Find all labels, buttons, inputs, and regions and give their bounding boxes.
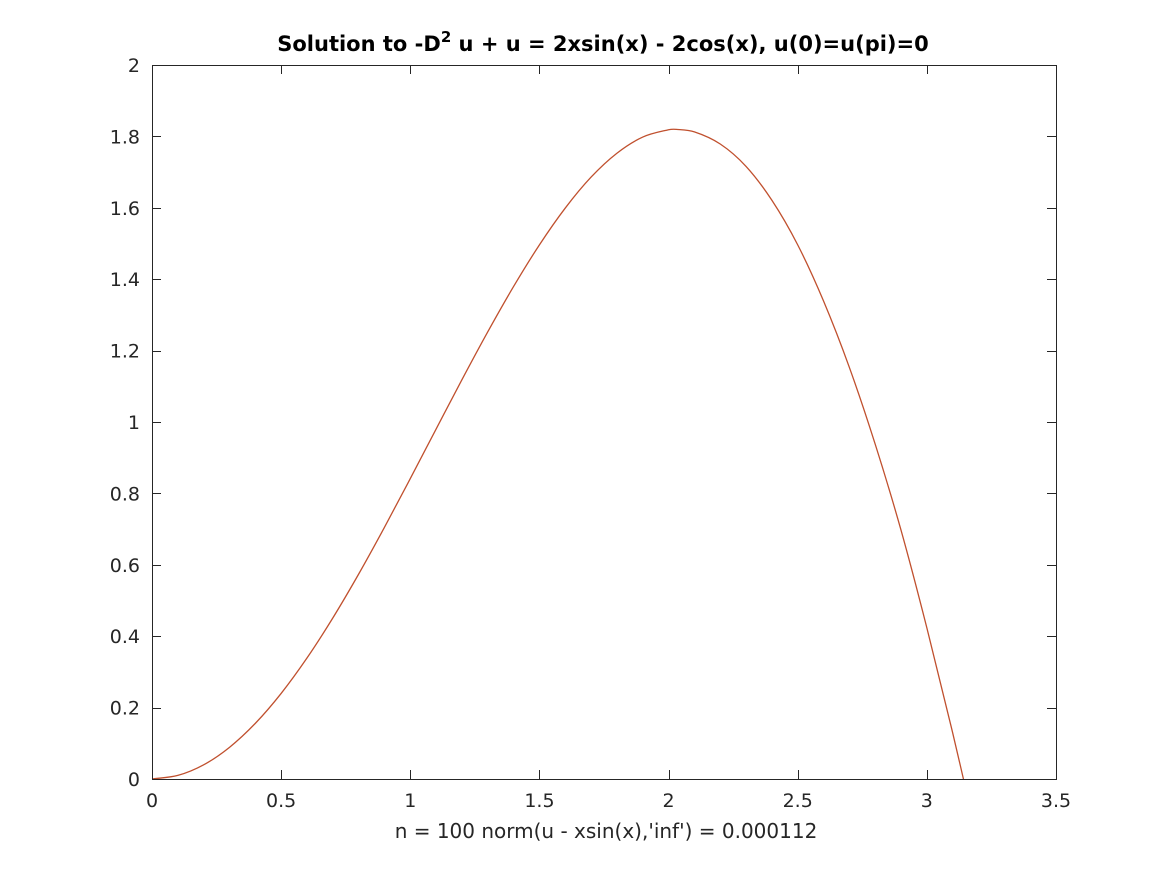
chart-title-prefix: Solution to -D	[277, 32, 441, 56]
labels-layer: 0 0.5 1 1.5 2 2.5 3 3.5 0 0.2 0.4 0.6 0.8 1 1.2 1.4 1.6 1…	[110, 55, 1071, 812]
chart-title-suffix: u + u = 2xsin(x) - 2cos(x), u(0)=u(pi)=0	[451, 32, 928, 56]
y-tick-label: 1.6	[110, 198, 140, 220]
x-tick-label: 2	[663, 790, 675, 812]
x-tick-label: 1	[404, 790, 416, 812]
series-line	[151, 128, 965, 780]
x-tick-label: 2.5	[783, 790, 813, 812]
y-tick-label: 1.2	[110, 341, 140, 363]
x-tick-label: 3	[921, 790, 933, 812]
y-tick-label: 0	[128, 769, 140, 791]
y-tick-label: 2	[128, 55, 140, 77]
y-tick-label: 0.6	[110, 555, 140, 577]
x-tick-label: 3.5	[1041, 790, 1071, 812]
ticks-layer	[152, 65, 1057, 780]
y-tick-label: 1	[128, 412, 140, 434]
y-tick-label: 0.2	[110, 698, 140, 720]
plot-area	[152, 65, 1056, 779]
x-tick-label: 0	[146, 790, 158, 812]
y-tick-label: 1.4	[110, 269, 140, 291]
chart-title: Solution to -D2 u + u = 2xsin(x) - 2cos(…	[277, 28, 928, 56]
y-tick-label: 0.4	[110, 626, 140, 648]
y-tick-label: 0.8	[110, 483, 140, 505]
x-axis-label: n = 100 norm(u - xsin(x),'inf') = 0.0001…	[395, 819, 818, 843]
chart-title-superscript: 2	[441, 28, 451, 46]
axes-box	[152, 65, 1057, 780]
y-tick-label: 1.8	[110, 126, 140, 148]
x-tick-label: 1.5	[524, 790, 554, 812]
series-layer	[151, 128, 965, 780]
x-tick-label: 0.5	[266, 790, 296, 812]
